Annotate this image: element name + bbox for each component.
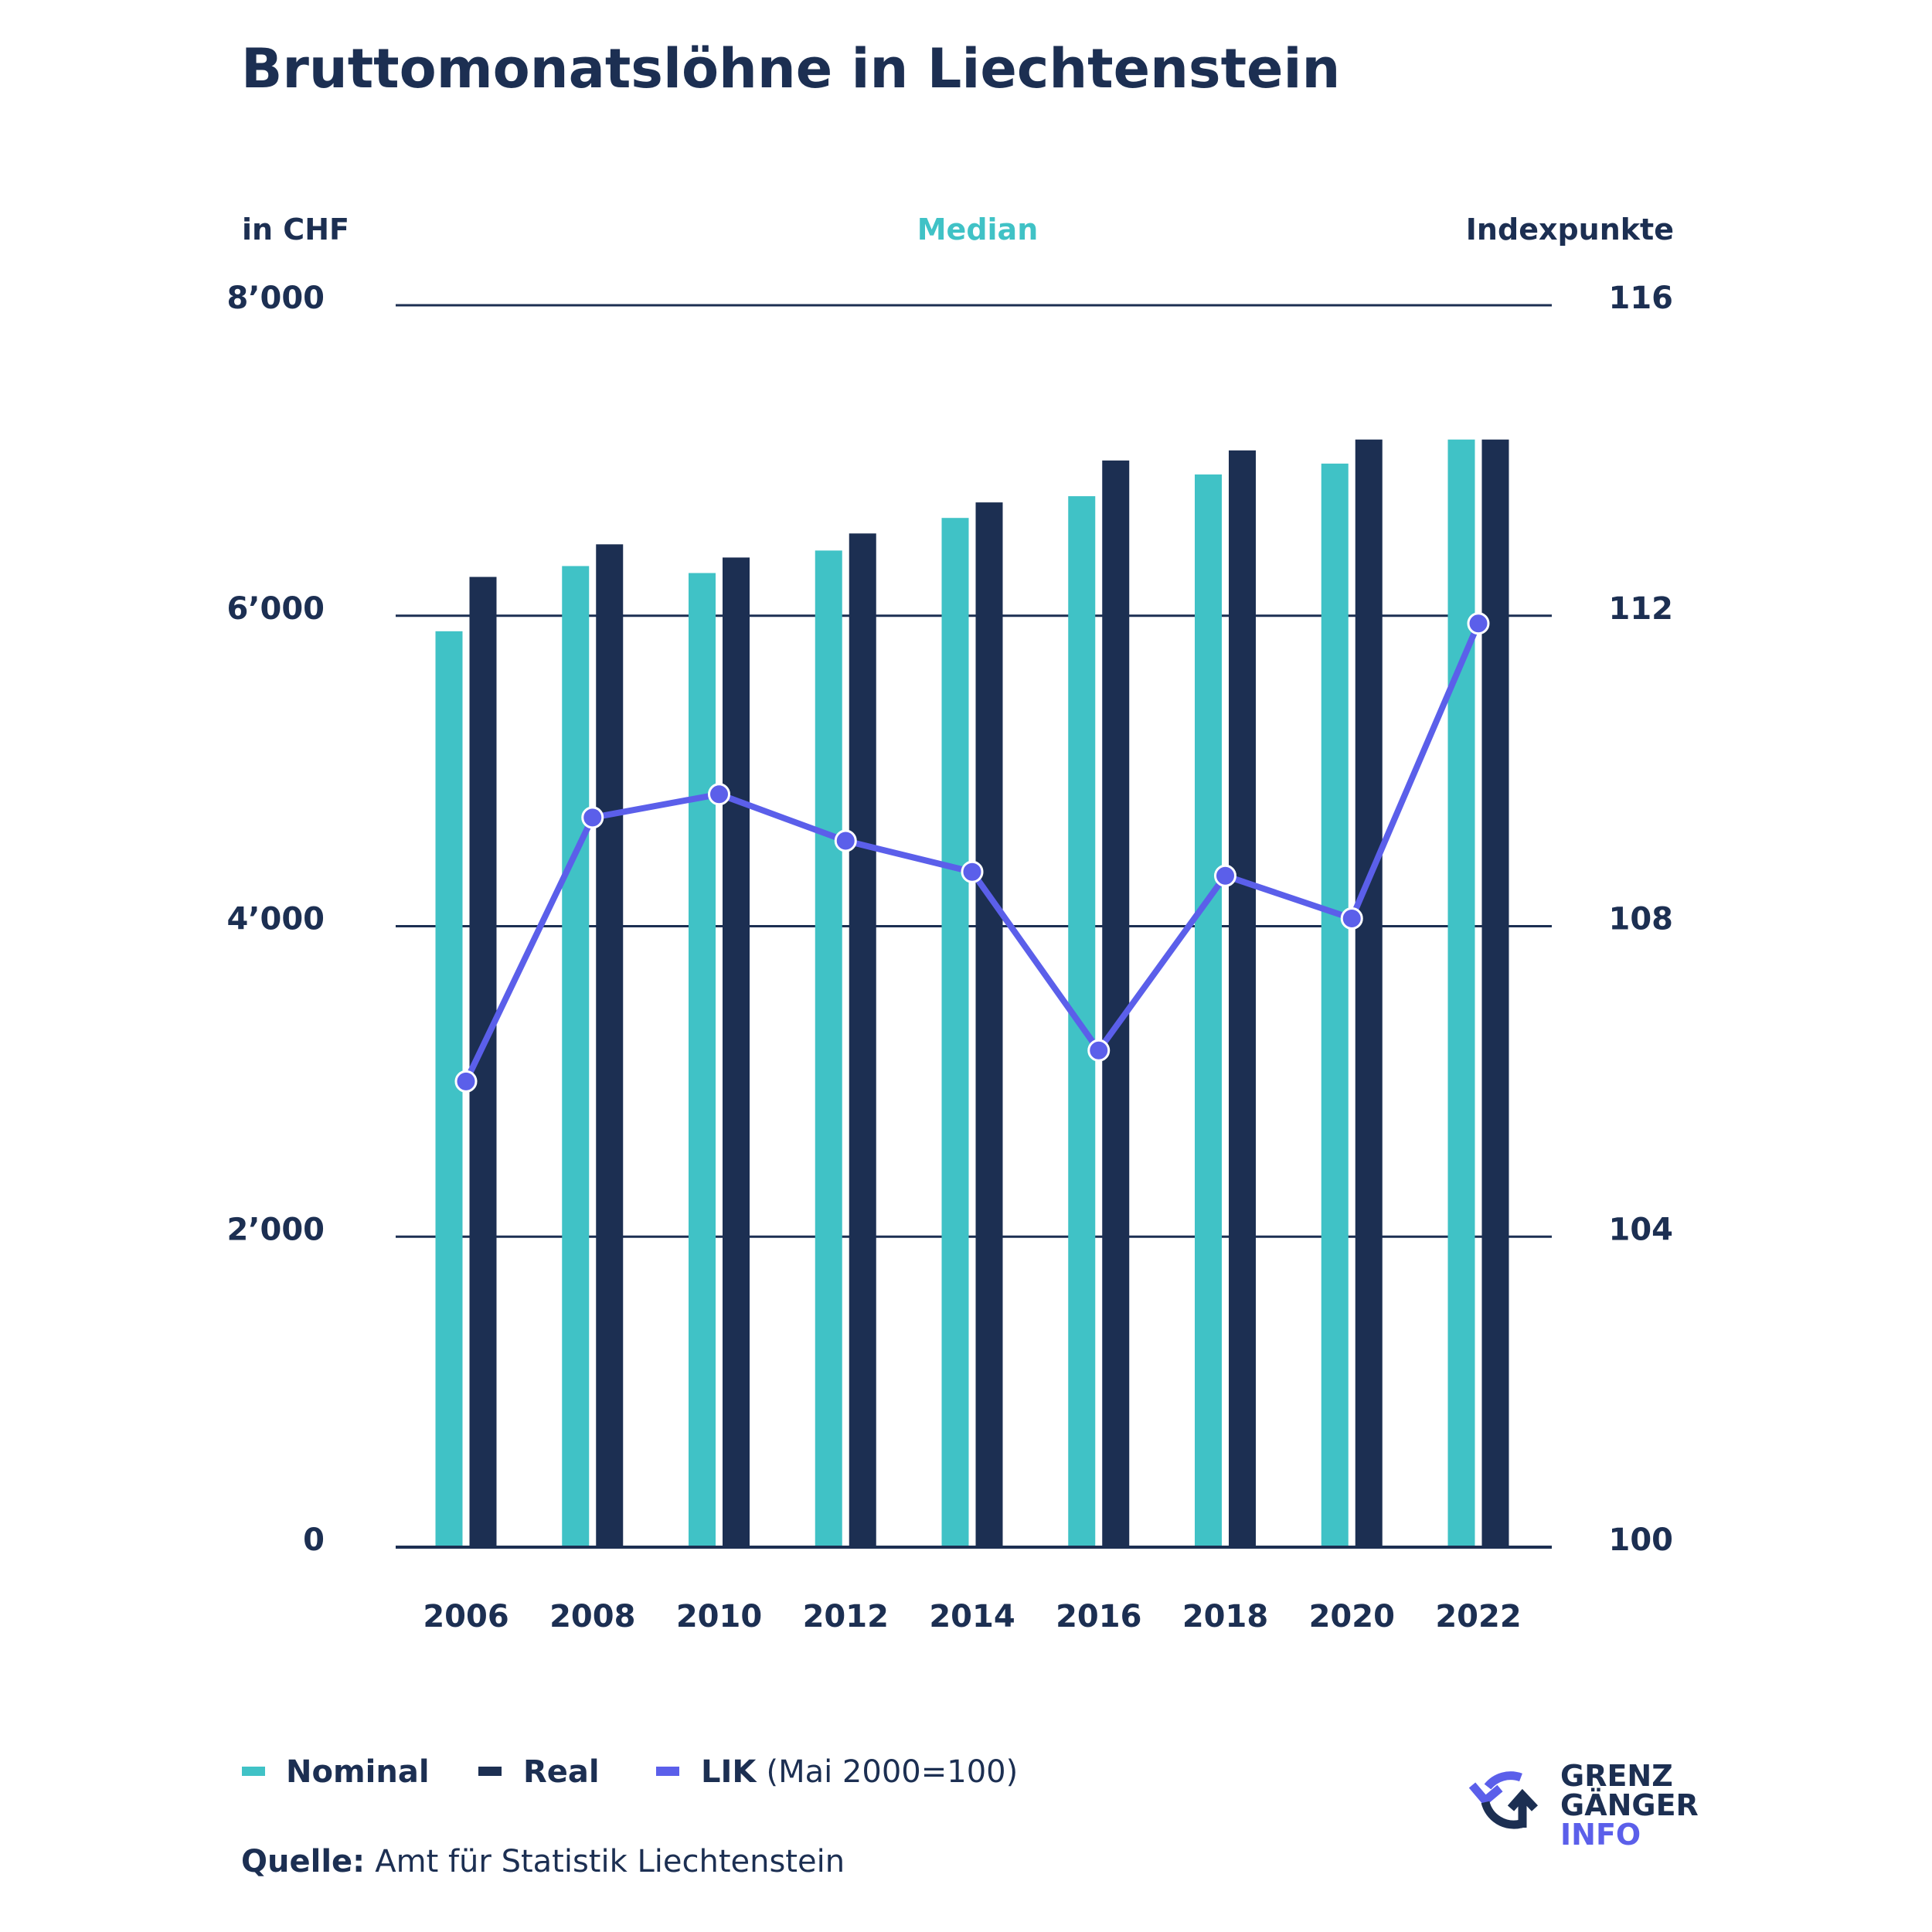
bar-real-2022	[1481, 439, 1509, 1548]
legend-label-lik: LIK	[701, 1754, 757, 1790]
chart-subtitle: Median	[917, 213, 1039, 247]
legend-swatch-nominal	[242, 1767, 265, 1776]
source-text: Amt für Statistik Liechtenstein	[375, 1844, 845, 1879]
logo-text-line2: GÄNGER	[1560, 1788, 1699, 1822]
x-tick-2014: 2014	[929, 1599, 1015, 1634]
y-tick-left: 8’000	[226, 281, 325, 316]
lik-point-2022	[1467, 612, 1490, 635]
lik-point-2020	[1340, 906, 1363, 930]
y-axis-label-right: Indexpunkte	[1466, 213, 1674, 247]
y-axis-label-left: in CHF	[242, 213, 349, 247]
bar-real-2014	[975, 502, 1003, 1547]
bar-real-2008	[596, 544, 624, 1548]
y-tick-right: 104	[1609, 1212, 1674, 1247]
y-tick-left: 6’000	[226, 591, 325, 627]
bar-nominal-2008	[562, 566, 590, 1547]
y-tick-right: 100	[1609, 1522, 1674, 1558]
y-tick-right: 108	[1609, 902, 1674, 937]
logo: GRENZ GÄNGER INFO	[1468, 1759, 1699, 1852]
lik-point-2012	[834, 829, 857, 852]
lik-point-2014	[961, 860, 984, 883]
legend: Nominal Real LIK (Mai 2000=100)	[242, 1754, 1018, 1790]
legend-swatch-lik	[656, 1767, 679, 1776]
x-tick-2010: 2010	[676, 1599, 762, 1634]
bar-real-2012	[849, 533, 876, 1547]
bar-nominal-2020	[1321, 463, 1349, 1547]
x-tick-2006: 2006	[423, 1599, 509, 1634]
bar-nominal-2010	[689, 573, 716, 1547]
circular-arrows-icon	[1468, 1771, 1539, 1829]
x-tick-2018: 2018	[1182, 1599, 1268, 1634]
lik-line-series	[454, 612, 1490, 1093]
logo-text-line1: GRENZ	[1560, 1759, 1673, 1793]
y-tick-left: 2’000	[226, 1212, 325, 1247]
bar-nominal-2012	[815, 550, 842, 1547]
bar-nominal-2014	[941, 518, 969, 1547]
legend-swatch-real	[478, 1767, 502, 1776]
bar-nominal-2022	[1447, 439, 1475, 1548]
source-line: Quelle: Amt für Statistik Liechtenstein	[241, 1844, 845, 1879]
x-tick-2012: 2012	[803, 1599, 889, 1634]
chart-title: Bruttomonatslöhne in Liechtenstein	[241, 37, 1340, 100]
y-tick-left: 4’000	[226, 902, 325, 937]
lik-point-2018	[1214, 864, 1236, 887]
x-tick-2022: 2022	[1435, 1599, 1521, 1634]
y-tick-right: 112	[1609, 591, 1674, 627]
logo-text-line3: INFO	[1560, 1818, 1641, 1852]
bar-real-2016	[1102, 460, 1130, 1547]
bar-real-2010	[723, 557, 750, 1547]
y-tick-left: 0	[303, 1522, 325, 1558]
lik-point-2008	[581, 806, 604, 829]
legend-label-real: Real	[523, 1754, 600, 1790]
y-tick-right: 116	[1609, 281, 1674, 316]
x-ticks: 2006 2008 2010 2012 2014 2016 2018 2020 2022	[423, 1599, 1521, 1634]
legend-label-lik-group: LIK (Mai 2000=100)	[701, 1754, 1018, 1790]
bar-real-2020	[1355, 439, 1383, 1548]
lik-point-2016	[1087, 1039, 1111, 1062]
source-label: Quelle:	[241, 1844, 365, 1879]
x-tick-2016: 2016	[1056, 1599, 1141, 1634]
y-ticks-right: 100 104 108 112 116	[1609, 281, 1674, 1558]
x-tick-2020: 2020	[1309, 1599, 1395, 1634]
bar-real-2018	[1229, 450, 1256, 1547]
bars	[396, 439, 1552, 1549]
legend-note-lik: (Mai 2000=100)	[766, 1754, 1018, 1790]
lik-point-2010	[708, 783, 730, 806]
bar-nominal-2018	[1195, 474, 1222, 1547]
legend-label-nominal: Nominal	[286, 1754, 430, 1790]
x-tick-2008: 2008	[549, 1599, 635, 1634]
lik-point-2006	[454, 1070, 478, 1093]
y-ticks-left: 0 2’000 4’000 6’000 8’000	[226, 281, 325, 1558]
